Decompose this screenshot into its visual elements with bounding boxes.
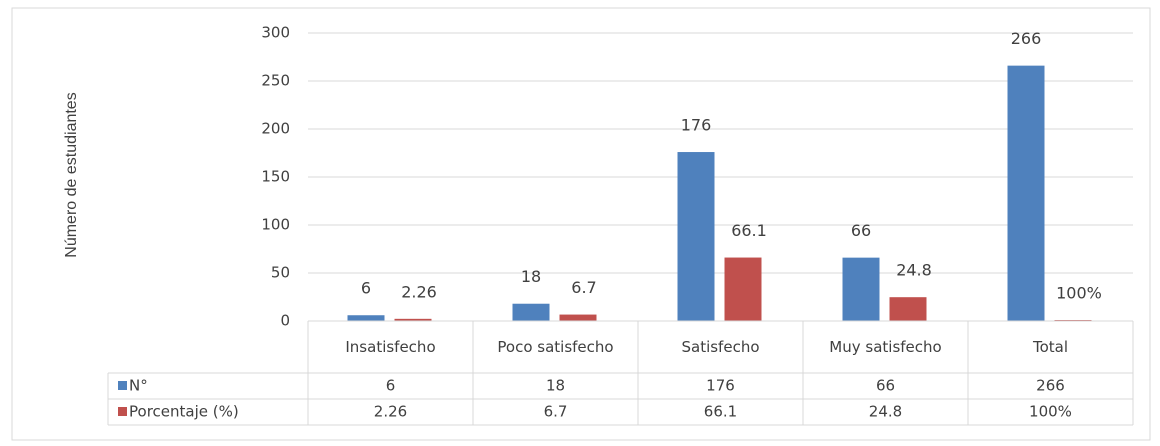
y-axis-label: Número de estudiantes (63, 92, 80, 257)
x-tick-label: Satisfecho (681, 338, 760, 356)
legend-label: Porcentaje (%) (129, 403, 239, 421)
bar (842, 257, 880, 321)
data-label: 6.7 (571, 278, 596, 297)
data-label: 66 (851, 221, 871, 240)
y-tick-label: 50 (271, 264, 290, 282)
x-tick-label: Insatisfecho (345, 338, 436, 356)
table-cell: 266 (1036, 377, 1065, 395)
y-tick-label: 150 (261, 168, 290, 186)
x-tick-label: Poco satisfecho (497, 338, 614, 356)
x-tick-label: Total (1032, 338, 1069, 356)
table-cell: 24.8 (869, 403, 902, 421)
bar (889, 297, 927, 321)
data-label: 18 (521, 267, 541, 286)
y-tick-label: 300 (261, 24, 290, 42)
chart-frame (11, 7, 1151, 441)
data-label: 100% (1056, 284, 1102, 303)
bar (559, 314, 597, 321)
bar (677, 152, 715, 321)
table-cell: 66.1 (704, 403, 737, 421)
table-cell: 2.26 (374, 403, 407, 421)
bar (1007, 65, 1045, 321)
bar (724, 257, 762, 321)
table-cell: 176 (706, 377, 735, 395)
table-cell: 18 (546, 377, 565, 395)
table-cell: 66 (876, 377, 895, 395)
y-tick-label: 100 (261, 216, 290, 234)
legend-key (118, 407, 127, 416)
x-tick-label: Muy satisfecho (829, 338, 942, 356)
legend-label: N° (129, 377, 148, 395)
data-label: 6 (361, 279, 371, 298)
table-cell: 100% (1029, 403, 1072, 421)
data-label: 266 (1011, 29, 1042, 48)
y-tick-label: 0 (280, 312, 290, 330)
legend-key (118, 381, 127, 390)
data-label: 66.1 (731, 221, 767, 240)
table-cell: 6.7 (544, 403, 568, 421)
bar (512, 303, 550, 321)
y-tick-label: 250 (261, 72, 290, 90)
data-label: 176 (681, 116, 712, 135)
bar (394, 318, 432, 321)
bar (347, 315, 385, 321)
data-label: 24.8 (896, 261, 932, 280)
table-cell: 6 (386, 377, 396, 395)
data-label: 2.26 (401, 282, 437, 301)
y-tick-label: 200 (261, 120, 290, 138)
